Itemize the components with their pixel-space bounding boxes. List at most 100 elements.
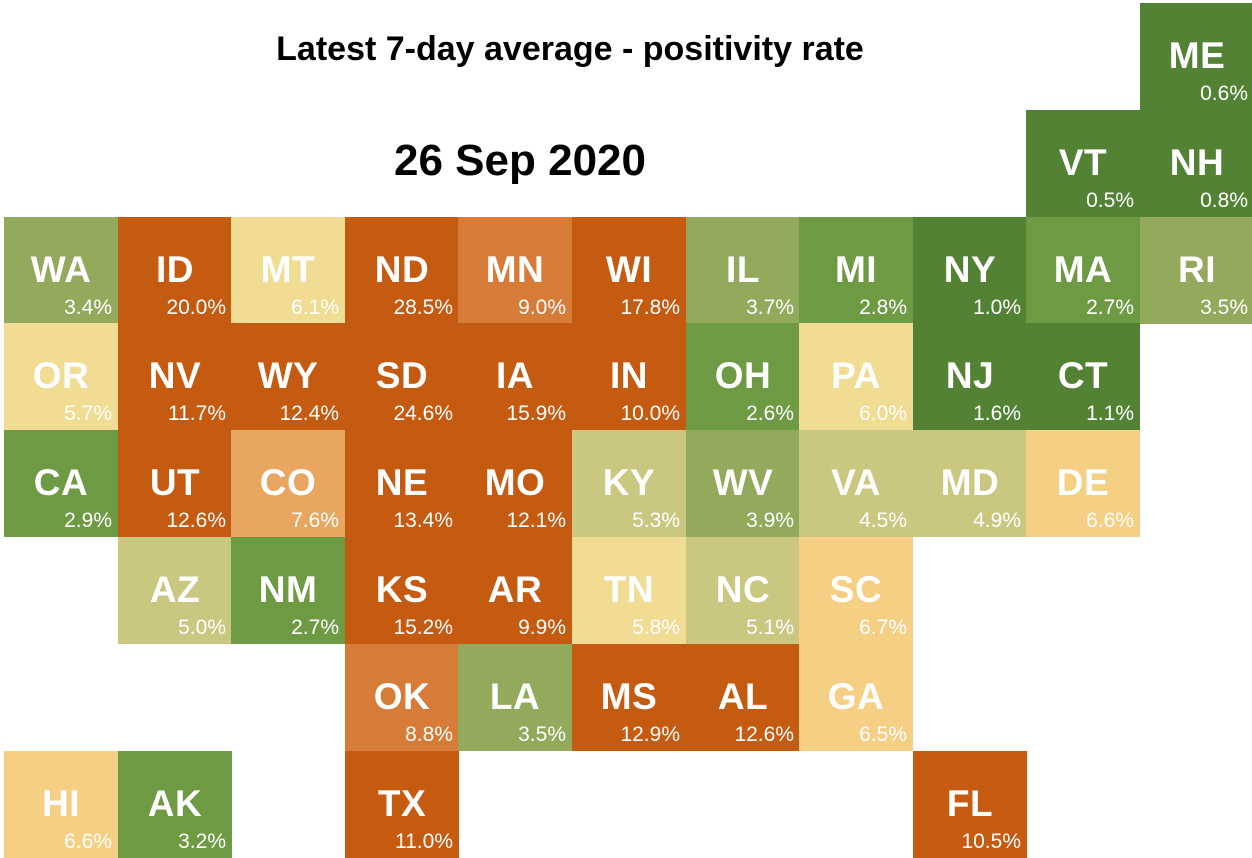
state-rate: 6.6% (64, 830, 112, 853)
state-abbr: VA (831, 462, 881, 503)
state-rate: 5.8% (632, 616, 680, 639)
state-abbr: AZ (149, 569, 201, 610)
state-abbr: IN (610, 355, 648, 396)
state-tile-il: IL 3.7% (686, 217, 800, 324)
state-tile-mn: MN 9.0% (458, 217, 572, 324)
state-tile-az: AZ 5.0% (118, 537, 232, 644)
state-abbr: MS (600, 676, 658, 717)
state-rate: 20.0% (166, 296, 226, 319)
state-abbr: OK (373, 676, 431, 717)
state-tile-mt: MT 6.1% (231, 217, 345, 324)
state-abbr: FL (946, 783, 994, 824)
state-tile-sd: SD 24.6% (345, 323, 459, 430)
state-tile-ga: GA 6.5% (799, 644, 913, 751)
state-abbr: ND (374, 249, 430, 290)
state-rate: 8.8% (405, 723, 453, 746)
state-tile-or: OR 5.7% (4, 323, 118, 430)
state-rate: 3.2% (178, 830, 226, 853)
state-tile-mo: MO 12.1% (458, 430, 572, 537)
state-abbr: GA (827, 676, 885, 717)
state-tile-tx: TX 11.0% (345, 751, 459, 858)
state-rate: 7.6% (291, 509, 339, 532)
state-abbr: DE (1056, 462, 1110, 503)
state-rate: 11.7% (168, 402, 226, 425)
state-tile-nj: NJ 1.6% (913, 323, 1027, 430)
state-abbr: ME (1168, 35, 1226, 76)
state-rate: 1.6% (973, 402, 1021, 425)
state-abbr: HI (42, 783, 80, 824)
state-abbr: MO (484, 462, 546, 503)
state-tile-ms: MS 12.9% (572, 644, 686, 751)
state-rate: 5.7% (64, 402, 112, 425)
state-tile-md: MD 4.9% (913, 430, 1027, 537)
state-rate: 6.1% (291, 296, 339, 319)
state-abbr: AL (717, 676, 769, 717)
state-tile-ky: KY 5.3% (572, 430, 686, 537)
state-tile-wi: WI 17.8% (572, 217, 686, 324)
state-tile-vt: VT 0.5% (1026, 110, 1140, 217)
state-rate: 12.1% (506, 509, 566, 532)
state-abbr: MT (260, 249, 316, 290)
state-rate: 2.8% (859, 296, 907, 319)
state-abbr: WY (257, 355, 319, 396)
state-tile-ma: MA 2.7% (1026, 217, 1140, 324)
state-tile-ks: KS 15.2% (345, 537, 459, 644)
state-abbr: IA (496, 355, 534, 396)
state-tile-va: VA 4.5% (799, 430, 913, 537)
state-rate: 28.5% (393, 296, 453, 319)
state-abbr: CT (1057, 355, 1109, 396)
state-rate: 15.2% (393, 616, 453, 639)
state-rate: 9.9% (518, 616, 566, 639)
state-abbr: MD (940, 462, 1000, 503)
state-rate: 17.8% (620, 296, 680, 319)
state-rate: 12.6% (734, 723, 794, 746)
state-tile-ca: CA 2.9% (4, 430, 118, 537)
state-tile-wa: WA 3.4% (4, 217, 118, 324)
state-rate: 2.7% (1086, 296, 1134, 319)
state-abbr: MI (834, 249, 878, 290)
state-rate: 11.0% (395, 830, 453, 853)
state-rate: 1.0% (973, 296, 1021, 319)
state-abbr: RI (1178, 249, 1216, 290)
state-abbr: MA (1053, 249, 1113, 290)
state-abbr: CO (259, 462, 317, 503)
state-rate: 5.3% (632, 509, 680, 532)
state-abbr: NC (715, 569, 771, 610)
state-abbr: KY (602, 462, 656, 503)
state-rate: 6.6% (1086, 509, 1134, 532)
state-rate: 6.0% (859, 402, 907, 425)
state-tile-wy: WY 12.4% (231, 323, 345, 430)
state-rate: 2.7% (291, 616, 339, 639)
state-rate: 12.4% (279, 402, 339, 425)
state-rate: 4.5% (859, 509, 907, 532)
state-rate: 3.7% (746, 296, 794, 319)
state-tile-mi: MI 2.8% (799, 217, 913, 324)
state-rate: 0.8% (1200, 189, 1248, 212)
state-tile-ia: IA 15.9% (458, 323, 572, 430)
state-tile-ny: NY 1.0% (913, 217, 1027, 324)
state-tile-oh: OH 2.6% (686, 323, 800, 430)
state-tile-id: ID 20.0% (118, 217, 232, 324)
state-tile-nc: NC 5.1% (686, 537, 800, 644)
state-tile-co: CO 7.6% (231, 430, 345, 537)
state-tile-nh: NH 0.8% (1140, 110, 1252, 217)
state-abbr: IL (726, 249, 760, 290)
state-rate: 12.9% (620, 723, 680, 746)
state-abbr: NH (1169, 142, 1225, 183)
state-abbr: ID (156, 249, 194, 290)
state-abbr: UT (149, 462, 201, 503)
state-abbr: NY (943, 249, 997, 290)
state-tile-nm: NM 2.7% (231, 537, 345, 644)
state-rate: 3.9% (746, 509, 794, 532)
state-rate: 3.5% (1200, 296, 1248, 319)
state-tile-in: IN 10.0% (572, 323, 686, 430)
state-abbr: VT (1058, 142, 1108, 183)
state-abbr: AK (147, 783, 203, 824)
state-rate: 9.0% (518, 296, 566, 319)
state-rate: 5.1% (746, 616, 794, 639)
state-rate: 12.6% (166, 509, 226, 532)
state-tile-ut: UT 12.6% (118, 430, 232, 537)
state-abbr: OR (32, 355, 90, 396)
state-abbr: OH (714, 355, 772, 396)
